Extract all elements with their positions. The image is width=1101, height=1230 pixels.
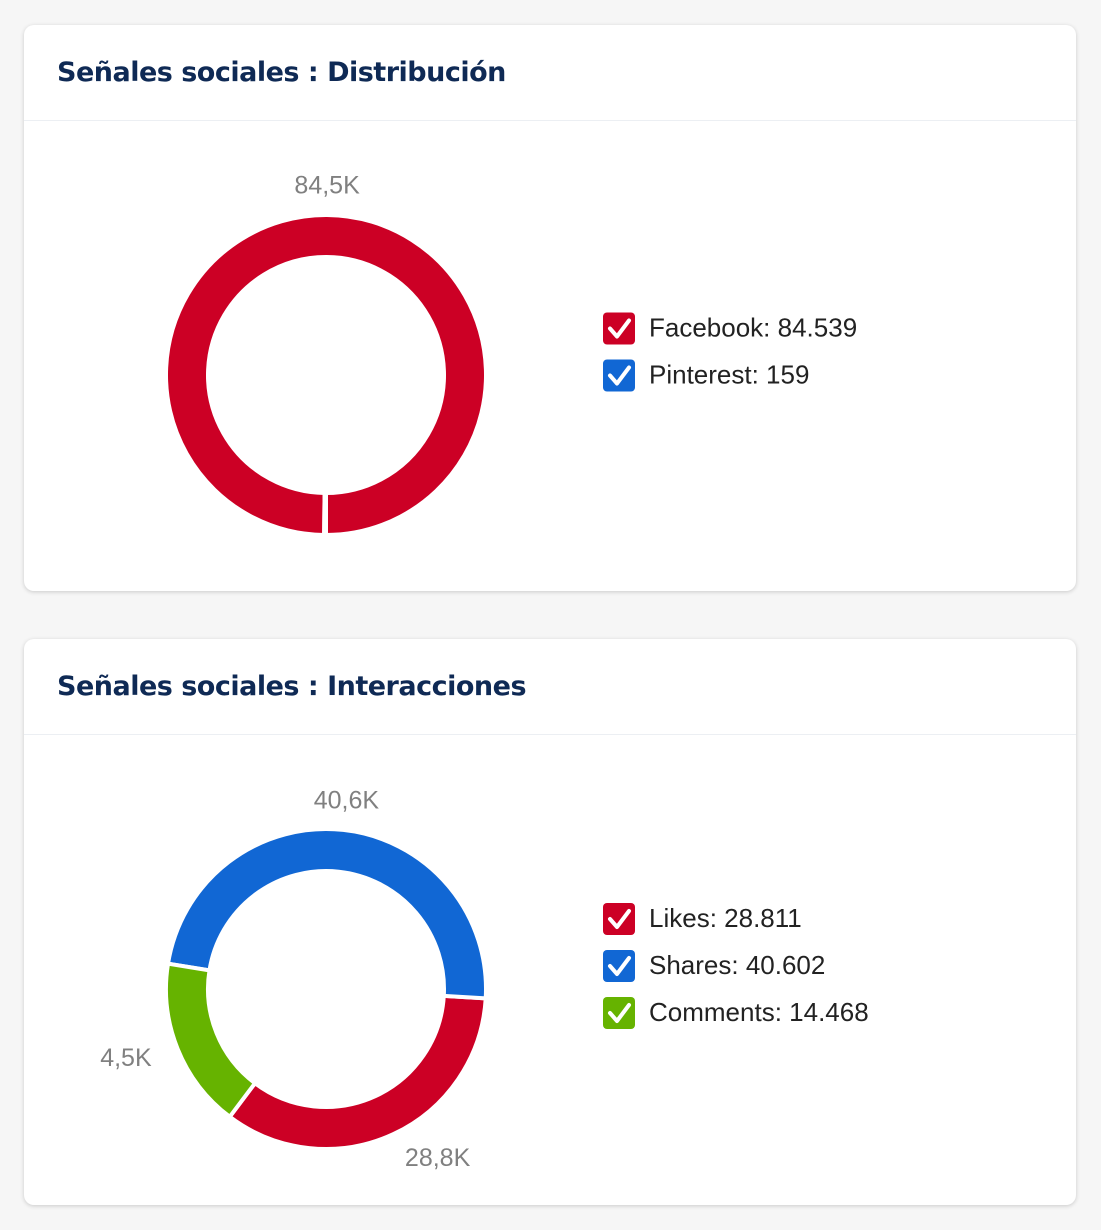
legend-label: Pinterest: 159 xyxy=(649,359,809,389)
legend-checkbox xyxy=(603,950,635,982)
divider xyxy=(24,120,1076,121)
data-label: 4,5K xyxy=(100,1044,152,1072)
chart: 84,5K Facebook: 84.539 Pinterest: 159 xyxy=(163,172,857,538)
card: Señales sociales : Interacciones 28,8K 40… xyxy=(24,639,1076,1205)
data-label: 28,8K xyxy=(405,1144,471,1172)
data-label: 40,6K xyxy=(314,787,380,815)
legend-checkbox xyxy=(603,359,635,392)
divider xyxy=(24,734,1076,735)
check-icon xyxy=(608,1003,631,1023)
slice xyxy=(164,961,258,1120)
check-icon xyxy=(608,365,631,386)
check-icon xyxy=(608,909,631,929)
data-label: 84,5K xyxy=(294,172,360,200)
check-icon xyxy=(608,956,631,976)
check-icon xyxy=(608,318,631,339)
legend-label: Shares: 40.602 xyxy=(649,950,825,980)
legend-checkbox xyxy=(603,997,635,1029)
chart: 28,8K 40,6K 4,5K Likes: 28.811 Shares: 40.60… xyxy=(100,787,869,1173)
slice xyxy=(322,490,328,538)
legend-checkbox xyxy=(603,312,635,345)
legend-label: Facebook: 84.539 xyxy=(649,312,857,342)
card-title: Señales sociales : Interacciones xyxy=(57,671,527,702)
slice xyxy=(165,827,488,1001)
card-title: Señales sociales : Distribución xyxy=(57,57,506,88)
legend-checkbox xyxy=(603,903,635,935)
card: Señales sociales : Distribución 84,5K Fac… xyxy=(24,25,1076,591)
legend-label: Comments: 14.468 xyxy=(649,997,869,1027)
legend-label: Likes: 28.811 xyxy=(649,903,802,933)
slice xyxy=(226,993,488,1151)
slice xyxy=(163,213,488,538)
